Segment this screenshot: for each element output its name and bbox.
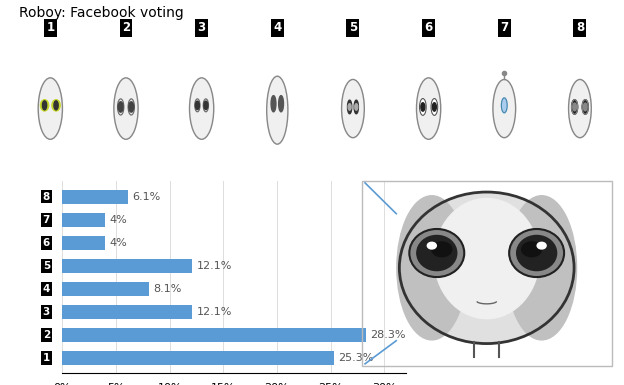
Text: 6: 6: [424, 21, 432, 34]
Text: 6: 6: [42, 238, 50, 248]
Ellipse shape: [417, 236, 457, 271]
Ellipse shape: [502, 98, 507, 113]
Text: 2: 2: [42, 330, 50, 340]
Ellipse shape: [397, 196, 467, 340]
Circle shape: [421, 103, 425, 111]
Circle shape: [432, 242, 452, 257]
Text: 8.1%: 8.1%: [154, 284, 182, 294]
Text: 28.3%: 28.3%: [370, 330, 406, 340]
Ellipse shape: [279, 95, 283, 112]
Text: 5: 5: [349, 21, 357, 34]
Ellipse shape: [195, 99, 200, 112]
Text: 8: 8: [42, 192, 50, 202]
Circle shape: [42, 101, 47, 110]
Circle shape: [129, 102, 134, 112]
Ellipse shape: [190, 78, 214, 139]
Ellipse shape: [509, 229, 564, 277]
Text: 4: 4: [273, 21, 281, 34]
Circle shape: [119, 102, 123, 112]
Text: 1: 1: [42, 353, 50, 363]
Bar: [62, 259, 192, 273]
Ellipse shape: [419, 99, 426, 116]
Text: 3: 3: [198, 21, 206, 34]
Text: Roboy: Facebook voting: Roboy: Facebook voting: [19, 6, 183, 20]
Ellipse shape: [568, 79, 592, 138]
Circle shape: [573, 103, 577, 111]
Ellipse shape: [271, 95, 276, 112]
Text: 8: 8: [576, 21, 584, 34]
Ellipse shape: [399, 192, 574, 343]
Ellipse shape: [203, 99, 208, 112]
Bar: [62, 213, 105, 226]
Bar: [62, 305, 192, 319]
Bar: [62, 351, 334, 365]
Text: 4: 4: [42, 284, 50, 294]
Text: 25.3%: 25.3%: [338, 353, 373, 363]
Text: 7: 7: [42, 214, 50, 224]
Text: 7: 7: [500, 21, 509, 34]
Circle shape: [583, 103, 587, 111]
Circle shape: [522, 242, 542, 257]
Circle shape: [348, 104, 351, 110]
Ellipse shape: [434, 199, 539, 319]
Bar: [62, 190, 128, 204]
Text: 12.1%: 12.1%: [197, 261, 232, 271]
Ellipse shape: [266, 76, 288, 144]
Ellipse shape: [128, 99, 134, 115]
Text: 4%: 4%: [110, 214, 127, 224]
Circle shape: [537, 242, 546, 249]
Text: 6.1%: 6.1%: [132, 192, 160, 202]
Text: 4%: 4%: [110, 238, 127, 248]
Ellipse shape: [41, 100, 49, 111]
Ellipse shape: [354, 100, 358, 114]
Ellipse shape: [582, 100, 588, 114]
Ellipse shape: [572, 100, 578, 114]
Circle shape: [195, 101, 199, 110]
Circle shape: [204, 101, 208, 110]
Ellipse shape: [114, 78, 138, 139]
Ellipse shape: [416, 78, 441, 139]
Text: 3: 3: [42, 307, 50, 317]
Ellipse shape: [517, 236, 557, 271]
Text: 2: 2: [122, 21, 130, 34]
Ellipse shape: [431, 99, 437, 116]
Circle shape: [432, 103, 436, 111]
Text: 5: 5: [42, 261, 50, 271]
Ellipse shape: [507, 196, 577, 340]
Ellipse shape: [348, 100, 352, 114]
Ellipse shape: [38, 78, 62, 139]
Bar: [62, 236, 105, 249]
Circle shape: [54, 101, 58, 110]
Bar: [62, 328, 366, 341]
Ellipse shape: [117, 99, 124, 115]
Text: 12.1%: 12.1%: [197, 307, 232, 317]
Ellipse shape: [493, 79, 515, 138]
Bar: [62, 282, 149, 296]
Circle shape: [427, 242, 436, 249]
Ellipse shape: [409, 229, 464, 277]
Ellipse shape: [52, 100, 61, 111]
Circle shape: [355, 104, 358, 110]
Text: 1: 1: [46, 21, 54, 34]
Ellipse shape: [341, 79, 364, 138]
